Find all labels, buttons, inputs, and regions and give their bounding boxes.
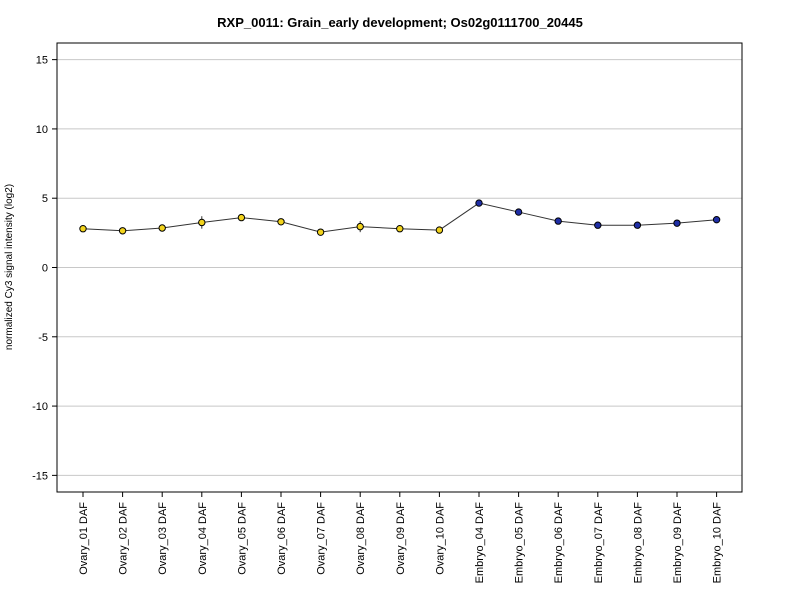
grid-lines (57, 59, 742, 476)
x-tick-label: Embryo_07 DAF (593, 502, 605, 584)
data-point (712, 215, 721, 224)
x-tick-label: Ovary_08 DAF (355, 502, 367, 575)
data-point (158, 224, 166, 232)
series (79, 199, 721, 236)
x-tick-label: Ovary_05 DAF (236, 502, 248, 575)
data-point (198, 218, 206, 227)
y-tick-label: -10 (32, 401, 48, 413)
data-point (118, 227, 127, 235)
data-point (554, 217, 562, 225)
y-tick-label: 15 (36, 55, 48, 67)
x-tick-label: Embryo_08 DAF (632, 502, 644, 584)
y-tick-label: 0 (42, 263, 48, 275)
x-tick-label: Embryo_09 DAF (672, 502, 684, 584)
x-tick-label: Ovary_01 DAF (78, 502, 90, 575)
x-tick-label: Ovary_09 DAF (395, 502, 407, 575)
chart-title: RXP_0011: Grain_early development; Os02g… (217, 15, 583, 30)
x-tick-label: Ovary_10 DAF (434, 502, 446, 575)
data-point (237, 213, 246, 222)
x-tick-label: Embryo_04 DAF (474, 502, 486, 584)
x-tick-label: Embryo_10 DAF (712, 502, 724, 584)
data-point (277, 218, 285, 226)
data-point (633, 221, 642, 229)
data-point (435, 226, 444, 234)
x-tick-label: Ovary_04 DAF (197, 502, 209, 575)
x-tick-label: Ovary_06 DAF (276, 502, 288, 575)
data-point (316, 228, 325, 236)
x-tick-label: Ovary_02 DAF (118, 502, 130, 575)
data-point (356, 222, 364, 231)
data-point (594, 221, 602, 229)
x-tick-label: Embryo_05 DAF (514, 502, 526, 584)
data-point (79, 224, 87, 233)
y-tick-label: 5 (42, 193, 48, 205)
y-axis-ticks: -15 -10 -5 0 5 10 15 (32, 55, 57, 482)
y-tick-label: -5 (38, 332, 48, 344)
x-tick-label: Embryo_06 DAF (553, 502, 565, 584)
y-tick-label: 10 (36, 124, 48, 136)
y-axis-label: normalized Cy3 signal intensity (log2) (4, 184, 15, 350)
x-tick-label: Ovary_03 DAF (157, 502, 169, 575)
x-tick-label: Ovary_07 DAF (316, 502, 328, 575)
data-point (396, 224, 404, 233)
y-tick-label: -15 (32, 470, 48, 482)
data-point (514, 208, 523, 216)
data-point (673, 219, 681, 227)
data-point (475, 199, 483, 207)
x-axis-ticks: Ovary_01 DAF Ovary_02 DAF Ovary_03 DAF Ovar… (78, 492, 724, 583)
